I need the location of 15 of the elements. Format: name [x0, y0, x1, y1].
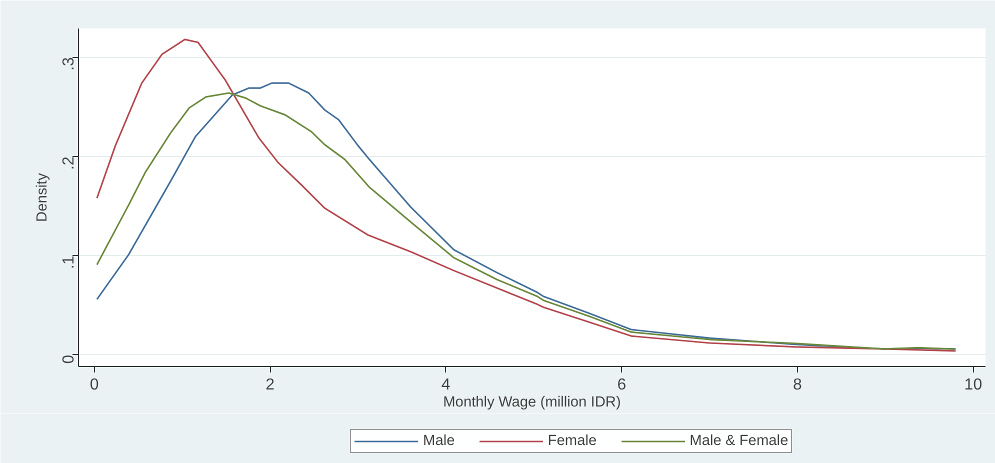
x-tick-label: 10 — [964, 376, 982, 394]
x-tick-label: 4 — [441, 376, 450, 394]
legend-label: Female — [548, 433, 597, 449]
x-tick-label: 2 — [266, 376, 275, 394]
x-tick-label: 8 — [792, 376, 802, 394]
x-tick-label: 6 — [617, 376, 626, 394]
y-tick-label: .2 — [60, 156, 78, 170]
legend-label: Male — [423, 433, 455, 449]
legend-label: Male & Female — [690, 433, 788, 449]
y-tick-label: 0 — [60, 354, 78, 364]
x-tick-label: 0 — [90, 376, 99, 394]
x-axis-title: Monthly Wage (million IDR) — [443, 394, 621, 410]
y-tick-label: .3 — [60, 57, 78, 71]
y-tick-label: .1 — [60, 256, 78, 270]
y-axis-title: Density — [34, 172, 50, 222]
